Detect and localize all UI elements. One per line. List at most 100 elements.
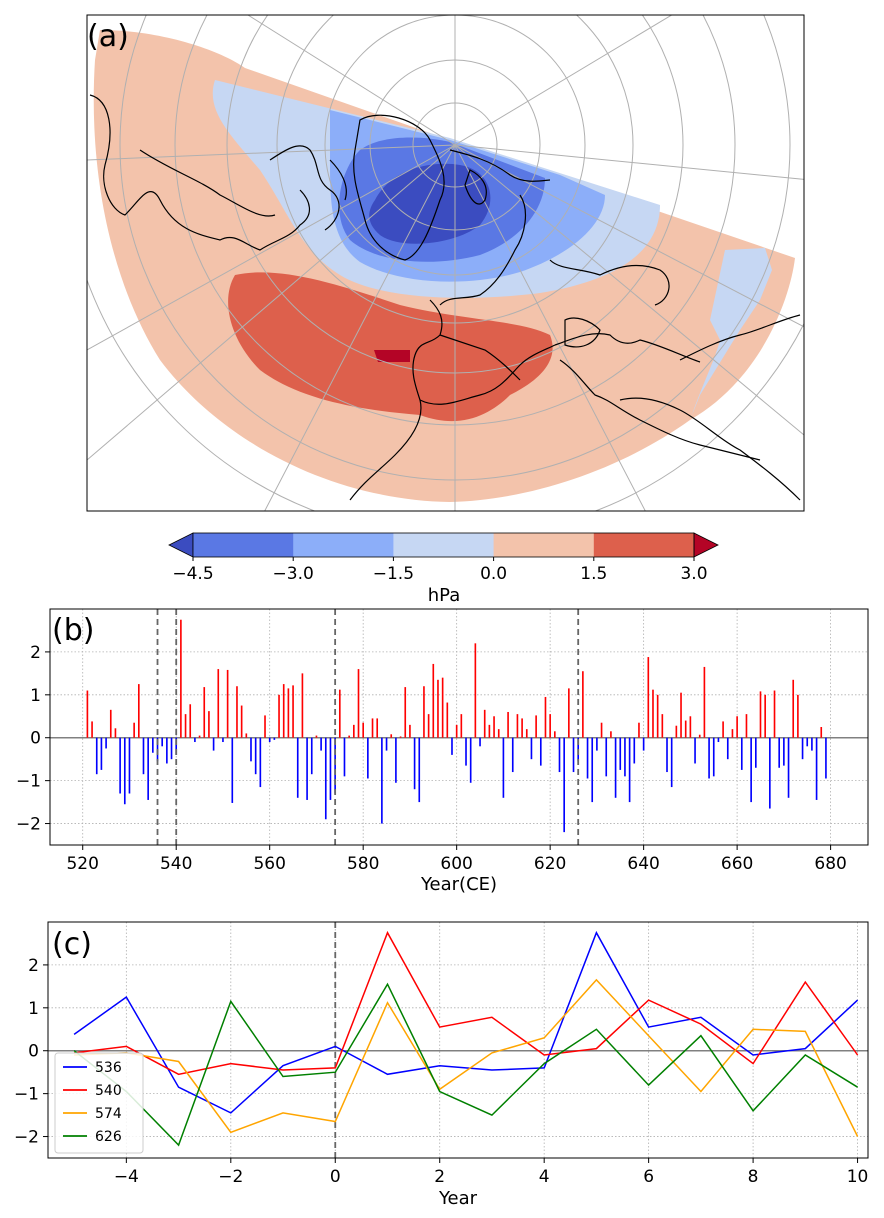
x-tick-label: 640 <box>627 854 659 874</box>
bar <box>647 657 650 738</box>
bar <box>586 737 589 779</box>
map-panel-a <box>86 14 805 512</box>
bar <box>367 737 369 779</box>
bar <box>465 737 467 766</box>
bar <box>722 721 724 738</box>
bar <box>670 737 673 788</box>
series-line-536 <box>73 930 859 1114</box>
bar <box>661 714 664 738</box>
bar <box>483 709 486 738</box>
bar <box>217 669 220 738</box>
plot-frame <box>49 608 869 846</box>
bar <box>292 685 294 738</box>
colorbar-extend-high <box>693 532 719 558</box>
bar <box>596 737 598 751</box>
bar <box>815 737 818 800</box>
bar <box>264 715 266 738</box>
bar <box>614 737 617 798</box>
x-axis-label-b: Year(CE) <box>420 874 497 895</box>
bar <box>95 737 98 775</box>
y-tick-label: 2 <box>30 643 41 663</box>
bar <box>469 737 472 783</box>
bar <box>123 737 126 805</box>
bar <box>166 737 168 764</box>
panel-label-b: (b) <box>52 613 94 648</box>
bar <box>91 721 93 738</box>
bar <box>680 692 682 738</box>
colorbar-extend-low <box>168 532 194 558</box>
bar <box>530 737 533 760</box>
y-tick-label: 1 <box>30 686 41 706</box>
bar <box>698 734 701 738</box>
bar <box>549 714 551 738</box>
bar <box>446 702 449 738</box>
bar <box>170 737 173 760</box>
bar <box>161 737 164 747</box>
bar <box>750 737 752 803</box>
bar <box>717 737 720 743</box>
bar <box>208 711 210 738</box>
bar <box>273 737 276 740</box>
bar <box>694 737 696 764</box>
anomaly-region-positive-max <box>374 350 410 362</box>
bar <box>684 720 687 738</box>
bar <box>778 737 781 768</box>
x-tick-label: −2 <box>218 1167 243 1187</box>
bar <box>502 737 505 798</box>
bar <box>404 687 407 738</box>
bar <box>638 722 640 738</box>
bar <box>180 619 182 738</box>
bar <box>226 669 229 738</box>
bar <box>427 714 430 738</box>
x-tick-label: 6 <box>643 1167 654 1187</box>
bar <box>525 729 528 738</box>
bar <box>338 689 341 738</box>
bar <box>381 737 383 824</box>
bar <box>189 704 192 738</box>
bar <box>497 729 500 738</box>
bar <box>656 694 659 738</box>
bar <box>306 737 308 800</box>
bar <box>423 686 425 738</box>
bar <box>554 731 556 738</box>
bar <box>320 737 322 751</box>
bar <box>740 737 743 770</box>
coastlines <box>89 94 801 501</box>
x-tick-label: 580 <box>347 854 379 874</box>
bar <box>282 684 285 738</box>
bar <box>745 714 748 738</box>
x-axis-label-c: Year <box>438 1188 478 1209</box>
bar <box>511 737 514 773</box>
bar <box>572 737 575 773</box>
bar <box>441 677 444 738</box>
bar <box>315 735 318 738</box>
bar <box>605 737 608 777</box>
bar <box>460 714 463 738</box>
bar <box>754 737 757 768</box>
y-tick-label: 1 <box>28 999 39 1019</box>
bar <box>385 737 388 751</box>
bar <box>633 737 636 764</box>
x-tick-label: 560 <box>253 854 285 874</box>
bar <box>212 737 215 751</box>
series-line-540 <box>74 930 859 1076</box>
bar <box>455 724 458 738</box>
bar <box>652 689 654 738</box>
bar <box>175 737 178 755</box>
x-tick-label: 10 <box>847 1167 869 1187</box>
bar <box>591 737 594 803</box>
bar <box>334 737 336 794</box>
bar <box>254 737 257 775</box>
colorbar-segment <box>493 533 595 557</box>
bar <box>114 728 117 738</box>
colorbar-frame <box>192 532 695 558</box>
bar <box>268 737 271 743</box>
x-tick-label: 540 <box>160 854 192 874</box>
bar <box>535 715 537 738</box>
bar <box>568 688 570 738</box>
bar <box>142 737 145 775</box>
bar <box>619 737 622 770</box>
bar <box>259 737 262 788</box>
bar <box>100 737 103 770</box>
bar <box>764 694 766 738</box>
